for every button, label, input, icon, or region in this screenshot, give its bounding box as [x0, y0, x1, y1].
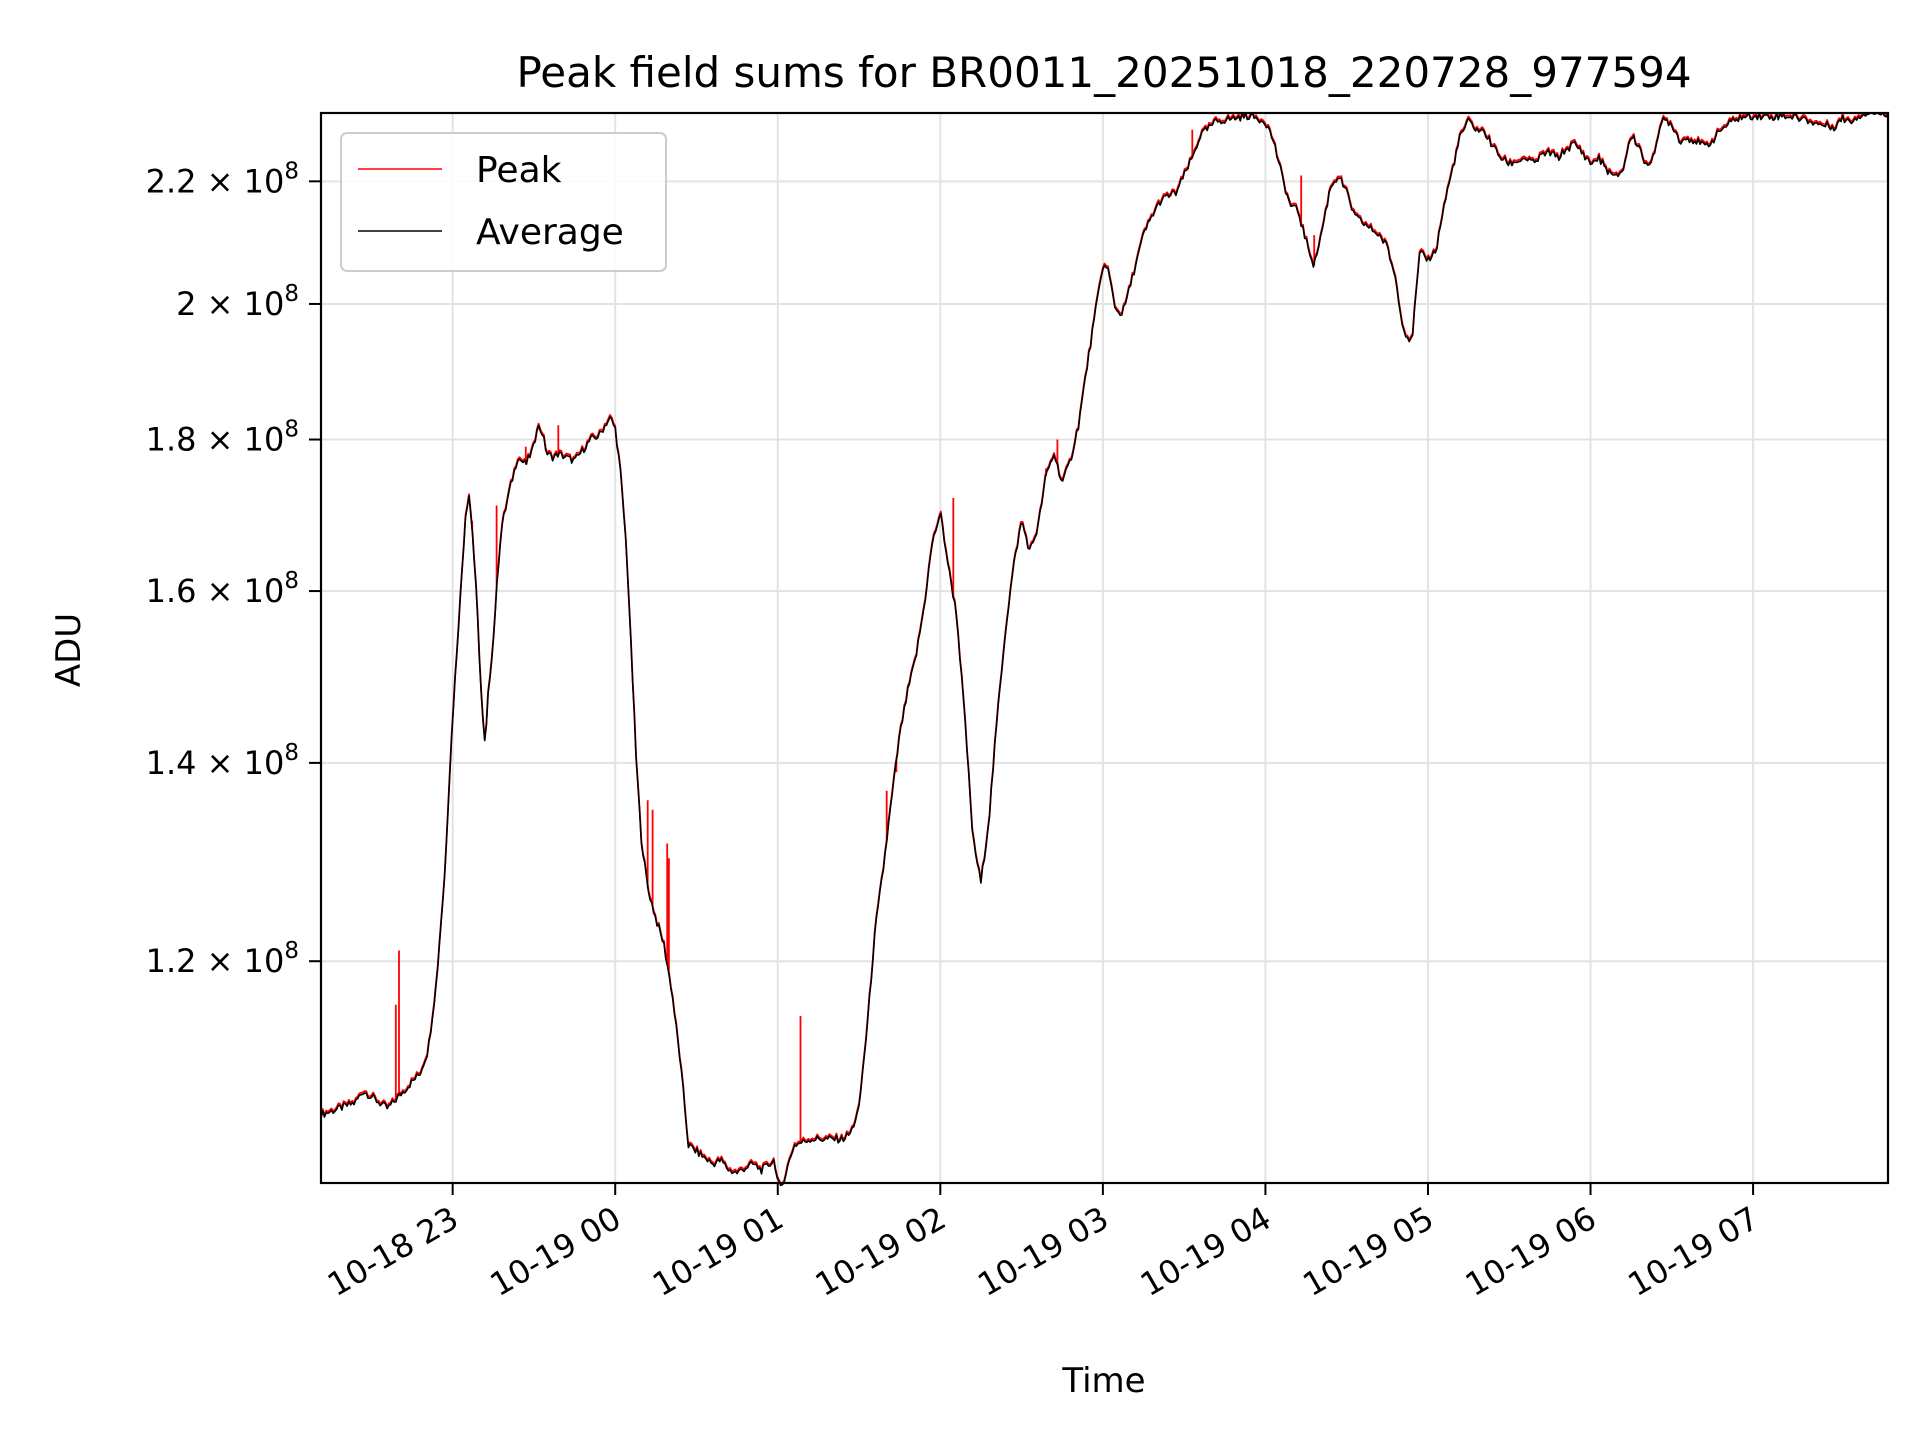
- y-tick-mantissa: 1.2: [146, 942, 197, 980]
- y-tick-mantissa: 2.2: [146, 162, 197, 200]
- y-tick-label: 1.6 × 108: [146, 568, 299, 610]
- y-tick-mantissa: 1.8: [146, 421, 197, 459]
- y-tick-label: 1.2 × 108: [146, 938, 299, 980]
- y-tick-times: × 10: [196, 744, 284, 782]
- y-tick-times: × 10: [196, 572, 284, 610]
- y-tick-label: 2 × 108: [176, 281, 299, 323]
- x-axis-label: Time: [1061, 1361, 1145, 1401]
- y-tick-exponent: 8: [284, 568, 299, 594]
- axes-frame: [319, 111, 1890, 1185]
- legend-peak-label: Peak: [476, 150, 562, 191]
- y-tick-mantissa: 2: [176, 285, 196, 323]
- y-tick-exponent: 8: [284, 281, 299, 307]
- y-tick-exponent: 8: [284, 158, 299, 184]
- y-tick-label: 1.4 × 108: [146, 740, 299, 782]
- y-axis-label: ADU: [49, 613, 89, 687]
- y-tick-times: × 10: [196, 421, 284, 459]
- series-average-line: [320, 112, 1889, 1187]
- y-tick-label: 1.8 × 108: [146, 417, 299, 459]
- plot-lines: [320, 112, 1889, 1187]
- legend: Peak Average: [340, 132, 667, 272]
- y-tick-exponent: 8: [284, 417, 299, 443]
- y-tick-mantissa: 1.4: [146, 744, 197, 782]
- legend-box: [340, 132, 667, 272]
- y-tick-times: × 10: [196, 285, 284, 323]
- y-tick-label: 2.2 × 108: [146, 158, 299, 200]
- y-tick-times: × 10: [196, 162, 284, 200]
- y-tick-times: × 10: [196, 942, 284, 980]
- chart-title: Peak field sums for BR0011_20251018_2207…: [516, 48, 1691, 97]
- legend-average-label: Average: [476, 212, 624, 253]
- y-tick-mantissa: 1.6: [146, 572, 197, 610]
- grid: [321, 113, 1888, 1183]
- y-tick-exponent: 8: [284, 740, 299, 766]
- y-tick-exponent: 8: [284, 938, 299, 964]
